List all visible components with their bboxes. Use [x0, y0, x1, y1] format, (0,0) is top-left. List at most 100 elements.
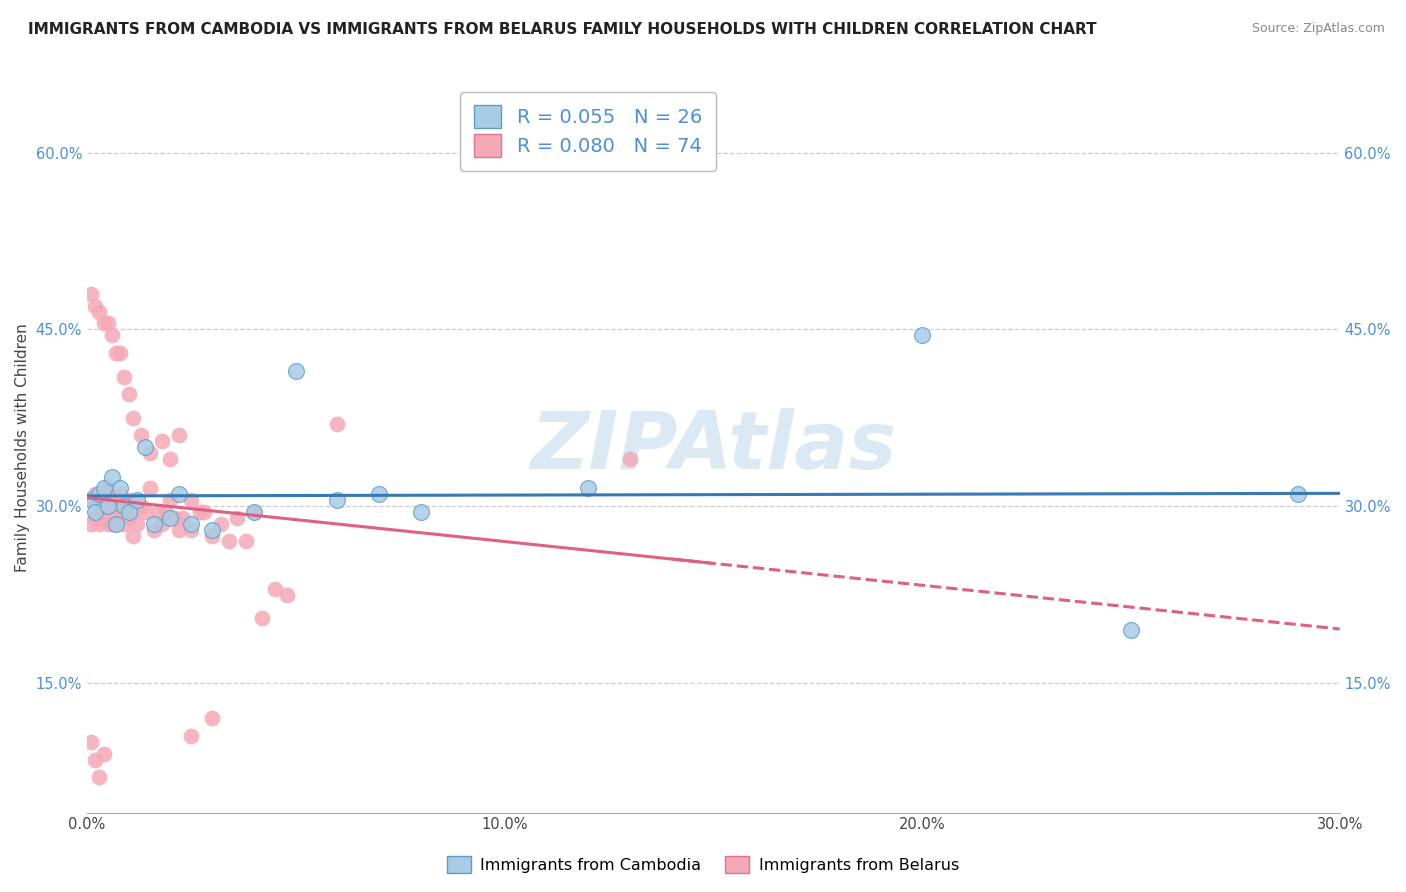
Point	[110, 487, 132, 501]
Point	[97, 516, 120, 531]
Point	[159, 452, 181, 467]
Point	[89, 770, 111, 784]
Point	[276, 588, 298, 602]
Point	[89, 505, 111, 519]
Point	[105, 505, 128, 519]
Y-axis label: Family Households with Children: Family Households with Children	[15, 323, 30, 572]
Point	[138, 482, 160, 496]
Point	[163, 511, 186, 525]
Point	[93, 482, 115, 496]
Point	[80, 287, 103, 301]
Point	[142, 523, 165, 537]
Point	[114, 499, 136, 513]
Point	[110, 482, 132, 496]
Point	[911, 328, 934, 343]
Point	[180, 516, 202, 531]
Point	[84, 505, 107, 519]
Point	[243, 505, 266, 519]
Point	[180, 523, 202, 537]
Point	[114, 499, 136, 513]
Point	[193, 505, 215, 519]
Point	[150, 516, 173, 531]
Point	[114, 369, 136, 384]
Point	[188, 505, 211, 519]
Point	[118, 511, 141, 525]
Point	[134, 505, 156, 519]
Point	[201, 528, 224, 542]
Point	[326, 493, 349, 508]
Point	[218, 534, 240, 549]
Point	[101, 328, 124, 343]
Point	[1286, 487, 1309, 501]
Point	[89, 487, 111, 501]
Point	[97, 499, 120, 513]
Text: Source: ZipAtlas.com: Source: ZipAtlas.com	[1251, 22, 1385, 36]
Point	[101, 469, 124, 483]
Point	[167, 487, 190, 501]
Point	[121, 410, 143, 425]
Point	[142, 516, 165, 531]
Point	[89, 516, 111, 531]
Point	[84, 511, 107, 525]
Point	[101, 493, 124, 508]
Point	[93, 747, 115, 761]
Point	[209, 516, 232, 531]
Point	[150, 434, 173, 449]
Point	[110, 511, 132, 525]
Point	[125, 493, 148, 508]
Point	[121, 528, 143, 542]
Point	[80, 493, 103, 508]
Point	[243, 505, 266, 519]
Point	[263, 582, 285, 596]
Point	[125, 516, 148, 531]
Text: IMMIGRANTS FROM CAMBODIA VS IMMIGRANTS FROM BELARUS FAMILY HOUSEHOLDS WITH CHILD: IMMIGRANTS FROM CAMBODIA VS IMMIGRANTS F…	[28, 22, 1097, 37]
Point	[326, 417, 349, 431]
Point	[93, 511, 115, 525]
Point	[118, 493, 141, 508]
Point	[97, 499, 120, 513]
Point	[80, 735, 103, 749]
Point	[84, 487, 107, 501]
Point	[97, 482, 120, 496]
Point	[226, 511, 249, 525]
Point	[89, 304, 111, 318]
Point	[118, 387, 141, 401]
Point	[97, 317, 120, 331]
Point	[118, 505, 141, 519]
Point	[180, 493, 202, 508]
Point	[172, 511, 194, 525]
Point	[159, 493, 181, 508]
Point	[129, 428, 152, 442]
Point	[105, 346, 128, 360]
Point	[167, 428, 190, 442]
Point	[80, 516, 103, 531]
Point	[84, 752, 107, 766]
Point	[201, 523, 224, 537]
Point	[146, 505, 169, 519]
Point	[105, 516, 128, 531]
Point	[129, 499, 152, 513]
Point	[105, 499, 128, 513]
Point	[252, 611, 274, 625]
Point	[235, 534, 257, 549]
Point	[101, 516, 124, 531]
Point	[138, 446, 160, 460]
Point	[105, 516, 128, 531]
Point	[201, 711, 224, 725]
Point	[1119, 623, 1142, 637]
Point	[284, 363, 307, 377]
Point	[167, 523, 190, 537]
Point	[89, 487, 111, 501]
Point	[110, 346, 132, 360]
Point	[368, 487, 391, 501]
Point	[80, 493, 103, 508]
Point	[93, 499, 115, 513]
Point	[121, 505, 143, 519]
Point	[134, 440, 156, 454]
Point	[409, 505, 432, 519]
Point	[114, 516, 136, 531]
Point	[159, 511, 181, 525]
Point	[84, 299, 107, 313]
Point	[93, 317, 115, 331]
Point	[576, 482, 599, 496]
